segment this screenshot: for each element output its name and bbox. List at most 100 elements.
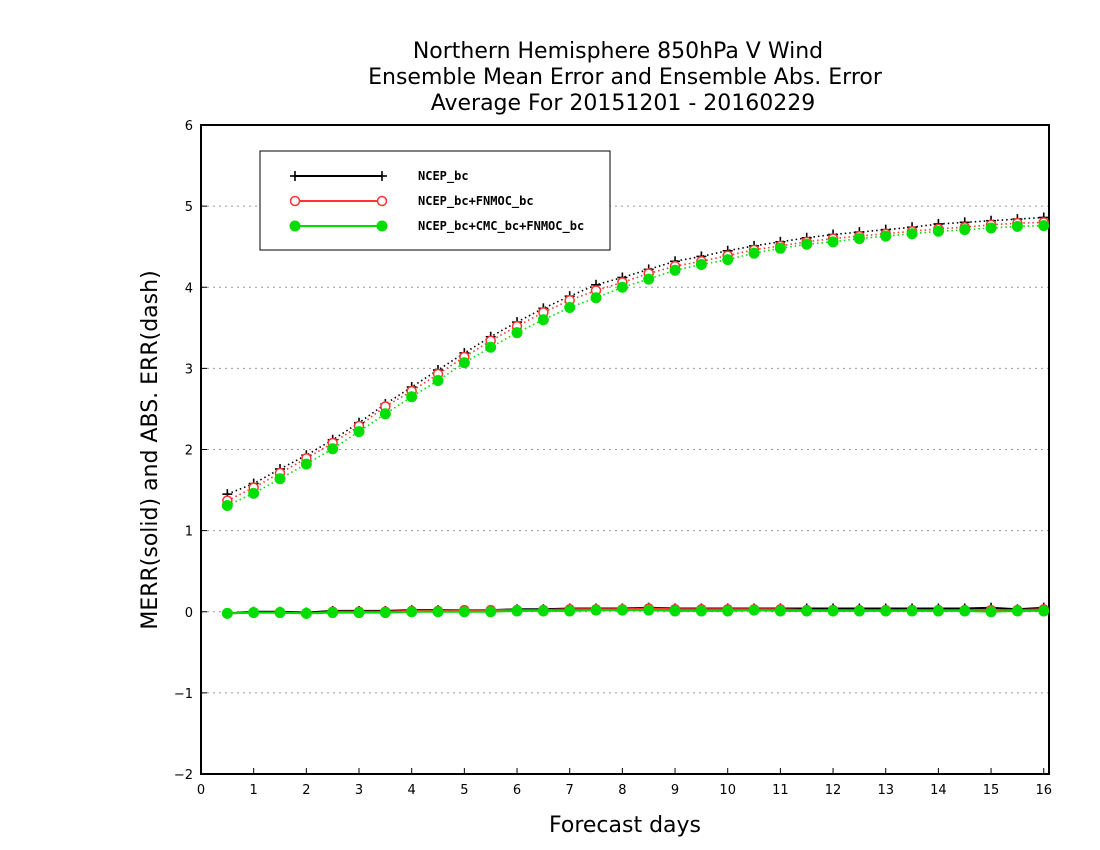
abs-err-point bbox=[985, 222, 997, 234]
y-tick-label: 6 bbox=[185, 119, 193, 134]
x-tick-label: 9 bbox=[671, 783, 679, 798]
merr-point bbox=[669, 605, 681, 617]
x-tick-label: 11 bbox=[772, 783, 789, 798]
x-tick-label: 12 bbox=[825, 783, 842, 798]
merr-point bbox=[906, 605, 918, 617]
merr-point bbox=[801, 605, 813, 617]
legend-marker-right bbox=[377, 171, 387, 181]
y-axis-ticks: −2 −1 0 1 2 3 4 5 6 bbox=[174, 119, 207, 783]
merr-point bbox=[221, 607, 233, 619]
series-layer bbox=[221, 212, 1050, 619]
abs-err-point bbox=[695, 259, 707, 271]
abs-err-point bbox=[353, 426, 365, 438]
legend-label: NCEP_bc bbox=[418, 169, 469, 184]
abs-err-line bbox=[226, 224, 1044, 507]
series-2 bbox=[222, 217, 1049, 619]
x-tick-label: 13 bbox=[877, 783, 894, 798]
merr-point bbox=[537, 605, 549, 617]
abs-err-point bbox=[327, 443, 339, 455]
merr-point bbox=[616, 604, 628, 616]
abs-err-point bbox=[221, 499, 233, 511]
merr-point bbox=[880, 605, 892, 617]
y-tick-label: −1 bbox=[174, 687, 193, 702]
chart-title-line-1: Northern Hemisphere 850hPa V Wind bbox=[413, 39, 823, 64]
y-tick-label: 5 bbox=[185, 200, 193, 215]
x-tick-label: 3 bbox=[355, 783, 363, 798]
abs-err-line bbox=[227, 216, 1044, 495]
series-1 bbox=[222, 212, 1049, 619]
x-tick-label: 1 bbox=[250, 783, 258, 798]
merr-point bbox=[932, 605, 944, 617]
abs-err-point bbox=[616, 281, 628, 293]
legend-label: NCEP_bc+FNMOC_bc bbox=[418, 194, 534, 209]
abs-err-point bbox=[406, 391, 418, 403]
x-tick-label: 10 bbox=[719, 783, 736, 798]
abs-err-point bbox=[274, 473, 286, 485]
chart-title-line-3: Average For 20151201 - 20160229 bbox=[431, 91, 816, 116]
abs-err-point bbox=[906, 228, 918, 240]
merr-point bbox=[353, 607, 365, 619]
merr-point bbox=[300, 607, 312, 619]
abs-err-point bbox=[248, 487, 260, 499]
y-axis-label: MERR(solid) and ABS. ERR(dash) bbox=[138, 270, 163, 629]
abs-err-point bbox=[590, 292, 602, 304]
abs-err-point bbox=[669, 264, 681, 276]
legend: NCEP_bc NCEP_bc+FNMOC_bc NCEP_bc+CMC_bc+FN… bbox=[259, 150, 611, 251]
abs-err-point bbox=[880, 230, 892, 242]
merr-point bbox=[695, 605, 707, 617]
abs-err-point bbox=[1038, 220, 1050, 232]
merr-point bbox=[827, 605, 839, 617]
x-tick-label: 14 bbox=[930, 783, 947, 798]
abs-err-point bbox=[511, 327, 523, 339]
legend-marker-left bbox=[290, 171, 300, 181]
x-tick-label: 0 bbox=[197, 783, 205, 798]
x-axis-label: Forecast days bbox=[549, 813, 701, 838]
abs-err-point bbox=[853, 233, 865, 245]
x-tick-label: 7 bbox=[566, 783, 574, 798]
abs-err-point bbox=[300, 458, 312, 470]
y-tick-label: 1 bbox=[185, 525, 193, 540]
merr-point bbox=[1038, 605, 1050, 617]
merr-point bbox=[985, 606, 997, 618]
merr-point bbox=[774, 605, 786, 617]
legend-marker-right bbox=[376, 220, 388, 232]
abs-err-point bbox=[827, 236, 839, 248]
x-tick-label: 16 bbox=[1035, 783, 1052, 798]
merr-point bbox=[379, 607, 391, 619]
abs-err-line bbox=[226, 221, 1044, 502]
merr-point bbox=[432, 606, 444, 618]
legend-item: NCEP_bc+FNMOC_bc bbox=[289, 194, 534, 209]
legend-marker-right bbox=[376, 195, 388, 207]
abs-err-point bbox=[379, 408, 391, 420]
merr-point bbox=[853, 605, 865, 617]
abs-err-point bbox=[748, 247, 760, 259]
x-tick-label: 5 bbox=[460, 783, 468, 798]
merr-point bbox=[748, 604, 760, 616]
series-3 bbox=[221, 220, 1050, 619]
abs-err-point bbox=[432, 375, 444, 387]
abs-err-point bbox=[774, 242, 786, 254]
y-tick-label: 3 bbox=[185, 362, 193, 377]
x-axis-ticks: 0 1 2 3 4 5 6 7 8 9 10 11 12 13 14 15 16 bbox=[197, 768, 1052, 798]
merr-point bbox=[485, 606, 497, 618]
merr-point bbox=[458, 606, 470, 618]
abs-err-point bbox=[485, 341, 497, 353]
abs-err-point bbox=[458, 357, 470, 369]
abs-err-point bbox=[564, 302, 576, 314]
merr-point bbox=[590, 604, 602, 616]
merr-point bbox=[643, 604, 655, 616]
merr-point bbox=[327, 607, 339, 619]
abs-err-point bbox=[1011, 220, 1023, 232]
x-tick-label: 4 bbox=[408, 783, 416, 798]
abs-err-point bbox=[932, 225, 944, 237]
merr-point bbox=[274, 607, 286, 619]
y-tick-label: −2 bbox=[174, 768, 193, 783]
abs-err-point bbox=[801, 238, 813, 250]
chart-title-line-2: Ensemble Mean Error and Ensemble Abs. Er… bbox=[368, 65, 883, 90]
abs-err-point bbox=[537, 314, 549, 326]
x-tick-label: 15 bbox=[983, 783, 1000, 798]
legend-marker-left bbox=[289, 220, 301, 232]
x-tick-label: 2 bbox=[302, 783, 310, 798]
x-tick-label: 6 bbox=[513, 783, 521, 798]
